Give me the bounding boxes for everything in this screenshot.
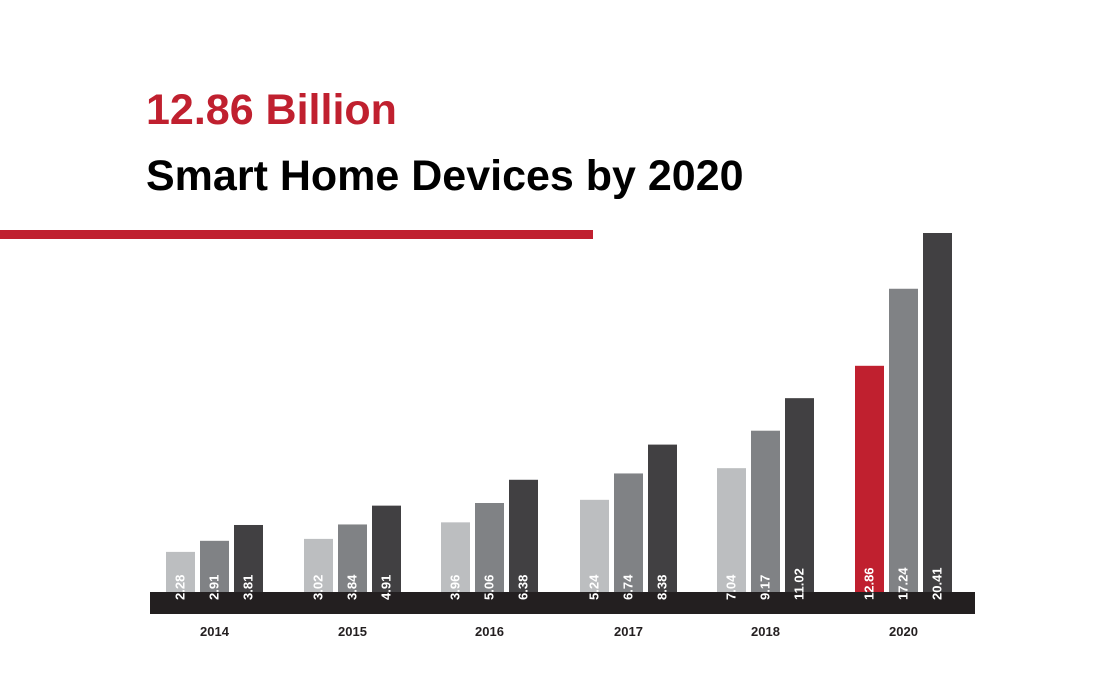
x-tick-label-2017: 2017 [614, 624, 643, 639]
headline: 12.86 Billion [146, 86, 397, 134]
bar-2017-2 [614, 473, 643, 594]
bar-group-2017 [580, 444, 677, 594]
x-tick-label-2015: 2015 [338, 624, 367, 639]
bar-2018-1 [717, 468, 746, 594]
subtitle: Smart Home Devices by 2020 [146, 152, 744, 200]
bar-2015-2 [338, 524, 367, 594]
bar-group-2016 [441, 479, 538, 594]
bar-value-label: 17.24 [896, 567, 911, 600]
bar-value-label: 3.84 [345, 574, 360, 600]
x-tick-label-2020: 2020 [889, 624, 918, 639]
bar-2015-1 [304, 538, 333, 594]
bar-value-label: 5.06 [482, 575, 497, 600]
bar-2017-1 [580, 499, 609, 594]
bar-2014-2 [200, 540, 229, 594]
x-tick-label-2016: 2016 [475, 624, 504, 639]
bar-value-label: 5.24 [587, 574, 602, 600]
bar-2020-2 [889, 288, 918, 594]
bar-2015-3 [372, 505, 401, 594]
bar-value-label: 9.17 [758, 575, 773, 600]
bar-2014-1 [166, 551, 195, 594]
bar-value-label: 11.02 [792, 568, 807, 600]
bar-2016-1 [441, 522, 470, 594]
bar-value-label: 6.74 [621, 574, 636, 600]
bar-value-label: 8.38 [655, 575, 670, 600]
bar-value-label: 20.41 [930, 567, 945, 600]
bar-value-label: 3.81 [241, 575, 256, 600]
bar-group-2020 [855, 233, 952, 594]
bar-value-label: 4.91 [379, 575, 394, 600]
bar-value-label: 12.86 [862, 567, 877, 600]
bar-2014-3 [234, 524, 263, 594]
bar-2018-3 [785, 398, 814, 594]
x-tick-label-2014: 2014 [200, 624, 230, 639]
accent-divider [0, 230, 593, 239]
bar-2017-3 [648, 444, 677, 594]
bar-2020-1 [855, 365, 884, 594]
x-tick-label-2018: 2018 [751, 624, 780, 639]
bar-group-2018 [717, 398, 814, 594]
bar-2018-2 [751, 430, 780, 594]
bar-group-2015 [304, 505, 401, 594]
bar-value-label: 2.28 [173, 575, 188, 600]
bar-2020-3 [923, 233, 952, 594]
bar-value-label: 6.38 [516, 575, 531, 600]
bar-value-label: 7.04 [724, 574, 739, 600]
bar-group-2014 [166, 524, 263, 594]
chart-baseline [150, 592, 975, 614]
bar-value-label: 3.02 [311, 575, 326, 600]
bar-2016-2 [475, 502, 504, 594]
bar-2016-3 [509, 479, 538, 594]
bar-value-label: 3.96 [448, 575, 463, 600]
bar-value-label: 2.91 [207, 575, 222, 600]
